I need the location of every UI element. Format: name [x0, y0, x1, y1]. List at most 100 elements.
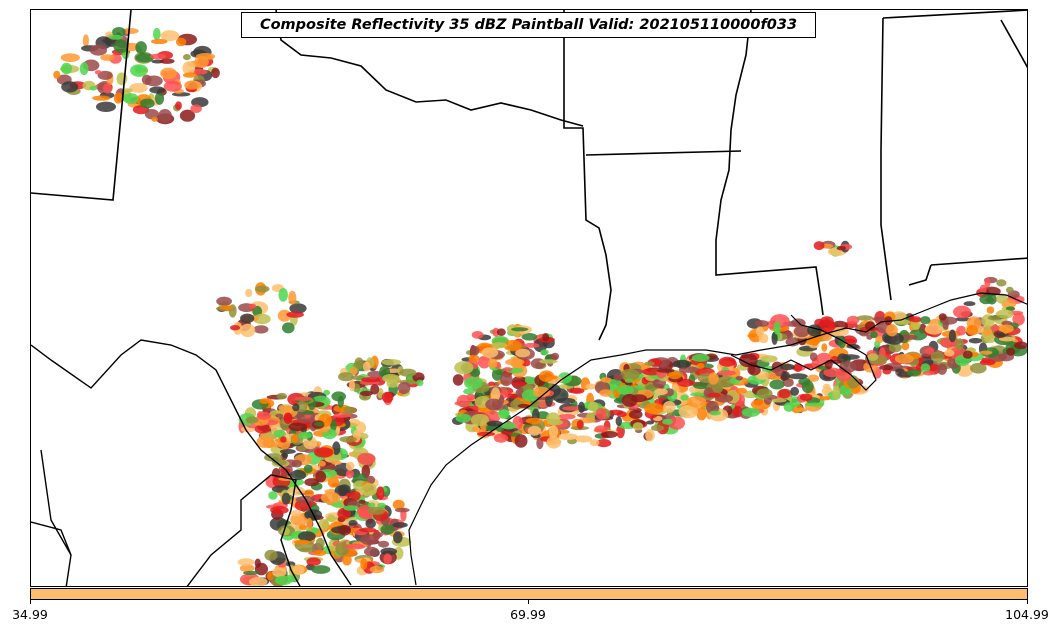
reflectivity-blob — [175, 101, 182, 110]
reflectivity-blob — [376, 486, 385, 501]
reflectivity-blob — [365, 518, 377, 529]
border-top-ms-al — [882, 10, 1027, 19]
reflectivity-blob — [338, 372, 354, 382]
reflectivity-blob — [96, 101, 116, 113]
border-al-ga — [1000, 19, 1027, 69]
reflectivity-blob — [348, 520, 358, 526]
reflectivity-blob — [906, 369, 922, 377]
reflectivity-blob — [996, 279, 1007, 287]
reflectivity-blob — [380, 547, 398, 556]
reflectivity-blob — [793, 363, 803, 372]
reflectivity-blob — [190, 104, 202, 113]
reflectivity-blob — [332, 441, 341, 456]
reflectivity-blob — [621, 393, 638, 407]
reflectivity-blob — [89, 44, 108, 56]
reflectivity-blob — [781, 371, 790, 381]
reflectivity-blob — [490, 342, 508, 349]
reflectivity-blob — [61, 81, 79, 93]
reflectivity-blob — [875, 335, 884, 344]
reflectivity-blob — [159, 58, 175, 64]
reflectivity-blob — [183, 72, 197, 78]
reflectivity-blob — [864, 321, 876, 331]
reflectivity-blob — [360, 558, 368, 570]
reflectivity-blob — [219, 305, 234, 310]
reflectivity-blob — [361, 483, 377, 497]
reflectivity-blob — [491, 368, 503, 381]
reflectivity-blob — [343, 505, 359, 511]
reflectivity-blob — [330, 419, 337, 432]
reflectivity-blob — [663, 401, 676, 413]
reflectivity-blob — [813, 241, 825, 251]
reflectivity-blob — [769, 379, 785, 390]
reflectivity-blob — [986, 294, 997, 305]
reflectivity-blob — [511, 381, 527, 386]
reflectivity-blob — [455, 413, 472, 423]
reflectivity-blob — [254, 424, 271, 434]
reflectivity-blob — [339, 436, 357, 443]
reflectivity-blob — [397, 382, 411, 394]
reflectivity-blob — [924, 347, 935, 355]
reflectivity-blob — [113, 39, 128, 54]
reflectivity-blob — [273, 429, 286, 438]
reflectivity-blob — [92, 95, 111, 101]
reflectivity-blob — [383, 553, 392, 565]
reflectivity-blob — [920, 363, 931, 374]
colorbar-tick-label-min: 34.99 — [12, 607, 48, 622]
reflectivity-blob — [558, 414, 576, 420]
reflectivity-blob — [345, 469, 354, 479]
reflectivity-blob — [884, 316, 893, 326]
reflectivity-blob — [771, 398, 787, 403]
reflectivity-blob — [298, 431, 312, 439]
colorbar — [30, 588, 1028, 600]
reflectivity-blob — [337, 484, 351, 496]
reflectivity-blob — [938, 313, 947, 321]
reflectivity-blob — [801, 380, 814, 394]
reflectivity-blob — [996, 293, 1008, 304]
reflectivity-blob — [983, 329, 992, 336]
border-mississippi — [715, 10, 824, 316]
reflectivity-blob — [523, 342, 540, 348]
reflectivity-blob — [158, 109, 172, 123]
reflectivity-blob — [747, 364, 761, 376]
reflectivity-blob — [123, 93, 139, 104]
reflectivity-blob — [809, 352, 818, 362]
reflectivity-blob — [468, 354, 480, 362]
reflectivity-blob — [885, 324, 898, 337]
reflectivity-blob — [678, 366, 699, 373]
reflectivity-blob — [145, 75, 163, 87]
border-ms-al — [880, 17, 892, 301]
reflectivity-blob — [463, 388, 475, 395]
reflectivity-blob — [717, 370, 736, 376]
reflectivity-blob — [103, 83, 112, 94]
reflectivity-blob — [755, 326, 765, 337]
reflectivity-blob — [513, 329, 520, 337]
reflectivity-blob — [830, 327, 849, 337]
reflectivity-blob — [470, 368, 481, 377]
reflectivity-blob — [595, 408, 607, 420]
reflectivity-blob — [163, 80, 182, 92]
reflectivity-blob — [501, 422, 517, 430]
reflectivity-blob — [378, 540, 390, 548]
reflectivity-blob — [662, 418, 673, 425]
reflectivity-blob — [488, 358, 498, 369]
reflectivity-blob — [760, 355, 778, 363]
reflectivity-blob — [140, 98, 155, 109]
reflectivity-blob — [578, 401, 585, 413]
reflectivity-blob — [349, 491, 361, 501]
reflectivity-blob — [920, 316, 931, 325]
map-panel — [30, 9, 1028, 587]
reflectivity-blob — [995, 309, 1014, 319]
reflectivity-blob — [998, 336, 1016, 342]
reflectivity-blob — [122, 88, 133, 93]
reflectivity-blob — [696, 407, 707, 421]
reflectivity-blob — [470, 413, 490, 426]
reflectivity-blob — [680, 394, 689, 401]
reflectivity-blob — [707, 392, 721, 398]
reflectivity-blob — [569, 387, 585, 394]
reflectivity-blob — [463, 376, 483, 390]
reflectivity-blob — [839, 361, 857, 373]
border-mexico-states-2 — [186, 474, 301, 586]
reflectivity-blob — [296, 401, 308, 413]
reflectivity-blob — [466, 393, 475, 401]
reflectivity-blob — [547, 419, 563, 426]
